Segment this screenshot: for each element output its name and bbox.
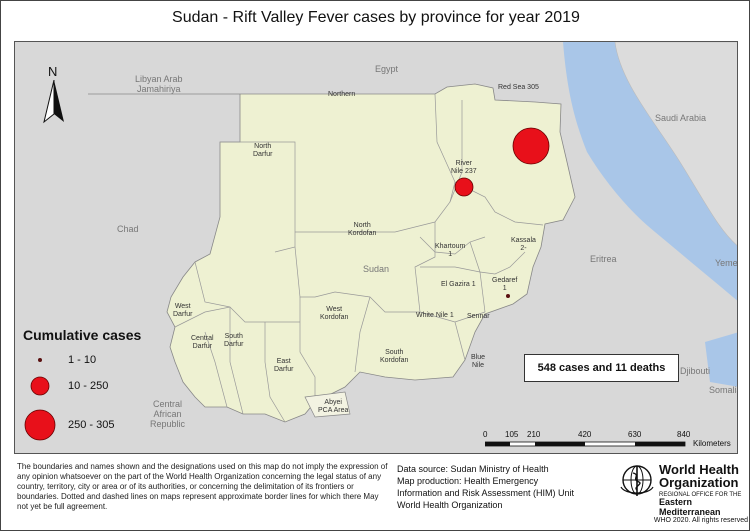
who-regional-office: REGIONAL OFFICE FOR THE <box>659 492 742 498</box>
north-arrow: N <box>39 64 69 124</box>
label-chad: Chad <box>117 224 139 234</box>
who-name-line1: World Health <box>659 462 739 477</box>
north-arrow-icon <box>43 80 64 124</box>
label-yemen: Yemen <box>715 258 738 268</box>
scale-tick-840: 840 <box>677 430 691 439</box>
sudan-shape <box>88 83 576 423</box>
legend-item-10-250: 10 - 250 <box>68 380 109 392</box>
province-sennar: Sennar <box>467 313 490 320</box>
province-northern: Northern <box>328 91 356 98</box>
who-name: World Health Organization <box>659 463 749 489</box>
label-central-african-republic: Central African Republic <box>150 399 186 429</box>
map-title: Sudan - Rift Valley Fever cases by provi… <box>172 9 580 26</box>
province-blue-nile: Blue Nile <box>471 354 486 369</box>
label-sudan: Sudan <box>363 264 390 274</box>
province-south-kordofan: South Kordofan <box>380 349 409 364</box>
who-emblem-icon <box>620 465 654 496</box>
legend: Cumulative cases 1 - 10 10 - 250 250 - 3… <box>23 327 183 441</box>
scale-tick-630: 630 <box>628 430 642 439</box>
province-north-darfur: North Darfur <box>253 143 273 158</box>
scale-bar: 0 105 210 420 630 840 Kilometers <box>483 430 735 453</box>
label-libya: Libyan Arab Jamahiriya <box>135 74 183 94</box>
province-north-kordofan: North Kordofan <box>348 222 377 237</box>
legend-symbol-large <box>24 409 56 441</box>
province-gedaref: Gedaref 1 <box>492 277 518 292</box>
data-source-line: Data source: Sudan Ministry of Health <box>397 464 549 474</box>
legend-item-250-305: 250 - 305 <box>68 419 115 431</box>
him-unit-line: Information and Risk Assessment (HIM) Un… <box>397 488 575 498</box>
map-production-line: Map production: Health Emergency <box>397 476 539 486</box>
data-source-block: Data source: Sudan Ministry of Health Ma… <box>397 463 617 511</box>
summary-box: 548 cases and 11 deaths <box>524 354 679 382</box>
province-kassala: Kassala 2- <box>511 237 536 252</box>
label-somalia: Somalia <box>709 385 737 395</box>
province-el-gazira: El Gazira 1 <box>441 281 476 288</box>
province-east-darfur: East Darfur <box>274 358 294 373</box>
scale-tick-420: 420 <box>578 430 592 439</box>
copyright-text: WHO 2020. All rights reserved <box>653 517 748 524</box>
label-egypt: Egypt <box>375 64 399 74</box>
arabia-land <box>614 42 737 246</box>
red-sea <box>563 42 737 301</box>
scale-bar-graphic <box>485 441 686 447</box>
province-river-nile: River Nile 237 <box>451 160 477 175</box>
scale-unit: Kilometers <box>693 439 731 448</box>
province-white-nile: White Nile 1 <box>416 312 454 319</box>
disclaimer-text: The boundaries and names shown and the d… <box>17 462 388 511</box>
label-saudi-arabia: Saudi Arabia <box>655 113 707 123</box>
label-eritrea: Eritrea <box>590 254 617 264</box>
map-svg <box>88 42 737 423</box>
who-region-name: Eastern Mediterranean <box>659 497 721 517</box>
map-area: Egypt Libyan Arab Jamahiriya Saudi Arabi… <box>14 41 738 454</box>
who-name-line2: Organization <box>659 475 739 490</box>
province-central-darfur: Central Darfur <box>191 335 214 350</box>
scale-tick-0: 0 <box>483 430 488 439</box>
province-khartoum: Khartoum 1 <box>435 243 466 258</box>
province-south-darfur: South Darfur <box>224 333 244 348</box>
province-red-sea: Red Sea 305 <box>498 84 539 91</box>
province-abyei: Abyei PCA Area <box>318 399 349 414</box>
province-west-darfur: West Darfur <box>173 303 193 318</box>
scale-tick-105: 105 <box>505 430 519 439</box>
gulf-of-aden <box>705 332 737 387</box>
legend-symbols <box>24 358 56 441</box>
province-west-kordofan: West Kordofan <box>320 306 349 321</box>
legend-item-1-10: 1 - 10 <box>68 354 97 366</box>
abyei-area <box>304 391 351 418</box>
province-borders <box>174 93 544 423</box>
scale-tick-210: 210 <box>527 430 541 439</box>
who-org-line: World Health Organization <box>397 500 503 510</box>
legend-symbol-medium <box>30 376 50 396</box>
north-arrow-label: N <box>48 64 58 79</box>
legend-title: Cumulative cases <box>23 327 142 343</box>
label-djibouti: Djibouti <box>680 366 711 376</box>
legend-symbol-small <box>38 358 42 362</box>
